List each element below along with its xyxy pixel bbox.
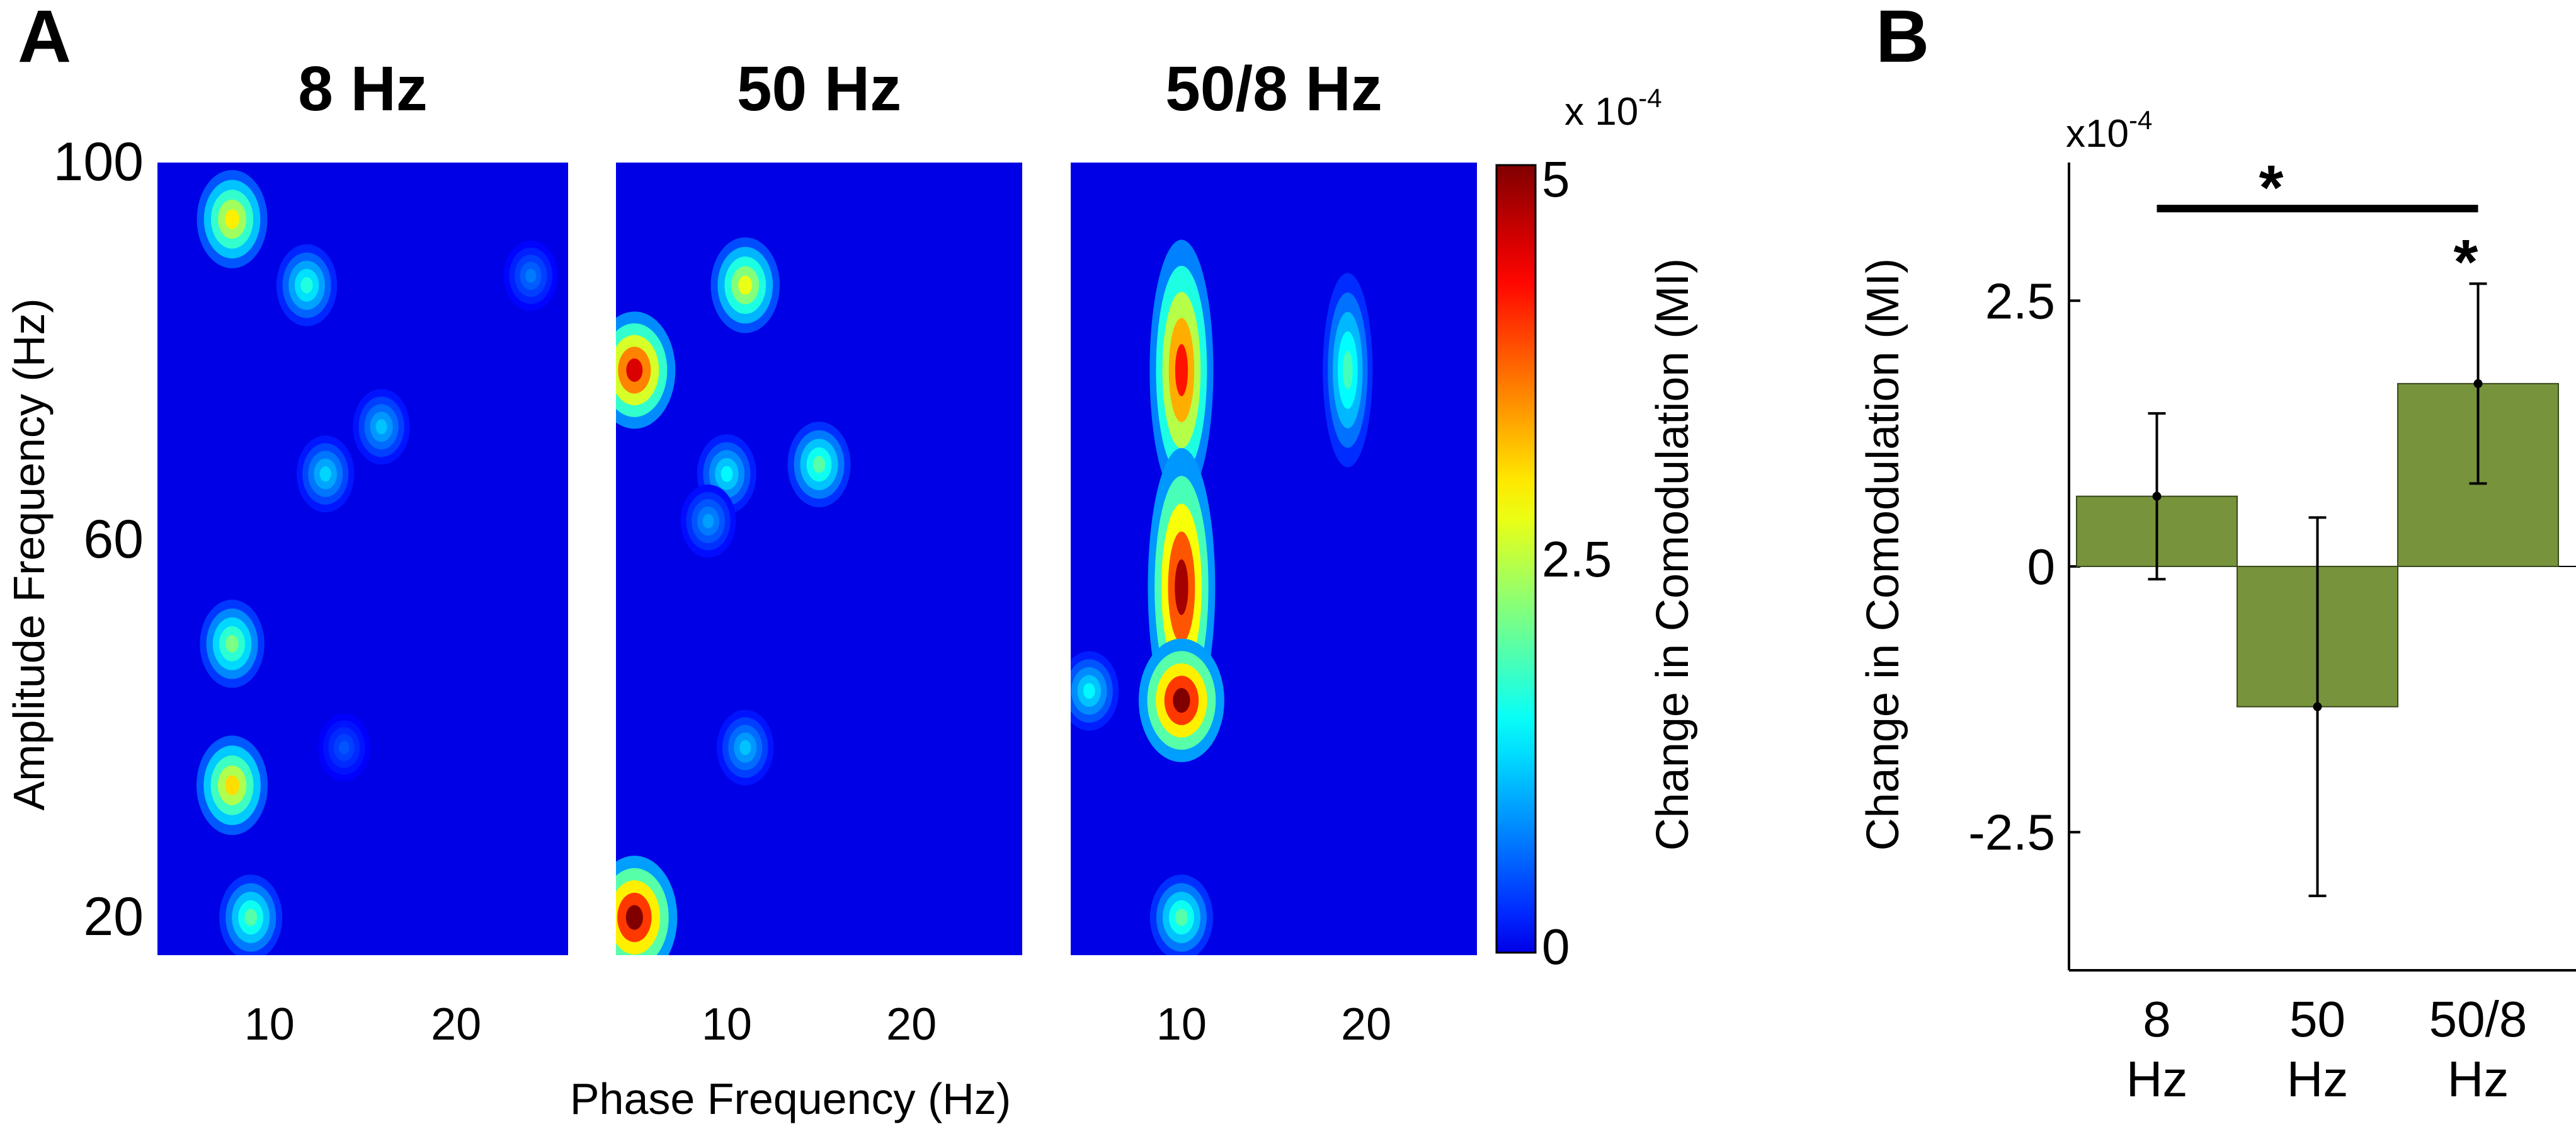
heatmap-background xyxy=(616,163,1022,955)
y-axis-title-b: Change in Comodulation (MI) xyxy=(1858,258,1908,851)
y-tick-label: 2.5 xyxy=(1985,273,2055,329)
x-axis-title-a: Phase Frequency (Hz) xyxy=(570,1074,1011,1123)
x-tick-label: 10 xyxy=(244,999,295,1050)
heatmap-panel-8hz: 8 Hz 10 20 100 60 20 xyxy=(54,54,568,1050)
heatmap-hotspot xyxy=(739,740,751,755)
x-tick-label: 50/8 xyxy=(2429,991,2528,1047)
colorbar-label: Change in Comodulation (MI) xyxy=(1648,258,1698,851)
heatmap-hotspot xyxy=(812,456,826,473)
mean-point xyxy=(2313,702,2322,711)
panel-b-letter: B xyxy=(1876,0,1929,78)
heatmap-title: 8 Hz xyxy=(298,54,428,124)
heatmap-hotspot xyxy=(702,513,714,529)
heatmap-hotspot xyxy=(738,275,753,295)
heatmap-hotspot xyxy=(1175,344,1188,396)
heatmap-hotspot xyxy=(1173,688,1190,713)
heatmap-hotspot xyxy=(525,268,537,283)
significance-star-bracket: * xyxy=(2259,152,2284,223)
heatmap-hotspot xyxy=(244,909,258,926)
y-tick-label: 0 xyxy=(2027,539,2056,595)
x-tick-label: 20 xyxy=(431,999,481,1050)
heatmap-hotspot xyxy=(625,905,643,930)
y-tick-label: 60 xyxy=(83,509,144,570)
heatmap-hotspot xyxy=(375,419,387,435)
heatmap-hotspot xyxy=(1175,909,1188,926)
x-tick-label: 20 xyxy=(886,999,937,1050)
x-tick-label: 10 xyxy=(1156,999,1207,1050)
heatmap-hotspot xyxy=(1342,350,1353,390)
colorbar-gradient xyxy=(1495,164,1537,954)
heatmap-hotspot xyxy=(1083,683,1095,699)
x-tick-label: 50 xyxy=(2289,991,2345,1047)
heatmap-hotspot xyxy=(225,775,239,796)
heatmap-background xyxy=(1071,163,1477,955)
y-tick-label: -2.5 xyxy=(1968,805,2055,861)
heatmap-hotspot xyxy=(1175,559,1188,616)
heatmap-hotspot xyxy=(225,209,239,229)
x-tick-label: 10 xyxy=(702,999,752,1050)
heatmap-hotspot xyxy=(300,277,313,294)
colorbar-tick-label: 0 xyxy=(1542,919,1570,975)
x-tick-label: 20 xyxy=(1341,999,1391,1050)
y-axis-title-a: Amplitude Frequency (Hz) xyxy=(4,298,54,810)
colorbar: x 10-4 5 2.5 0 Change in Comodulation (M… xyxy=(1495,83,1698,975)
panel-a-letter: A xyxy=(18,0,71,78)
heatmap-hotspot xyxy=(319,466,331,482)
x-tick-label: Hz xyxy=(2448,1051,2509,1107)
heatmap-panel-50-8hz: 50/8 Hz 10 20 xyxy=(1071,54,1477,1050)
y-tick-label: 100 xyxy=(54,132,144,192)
colorbar-tick-label: 5 xyxy=(1542,151,1570,207)
heatmap-title: 50 Hz xyxy=(737,54,901,124)
heatmap-panel-50hz: 50 Hz 10 20 xyxy=(616,54,1022,1050)
colorbar-tick-label: 2.5 xyxy=(1542,531,1612,587)
x-tick-label: Hz xyxy=(2126,1051,2188,1107)
heatmap-hotspot xyxy=(225,634,239,653)
mean-point xyxy=(2473,379,2483,388)
x-tick-label: 8 xyxy=(2143,991,2171,1047)
y-tick-label: 20 xyxy=(83,886,144,947)
significance-star-bar: * xyxy=(2454,227,2478,297)
heatmap-hotspot xyxy=(626,358,643,382)
heatmap-hotspot xyxy=(339,740,350,755)
heatmap-hotspot xyxy=(721,466,733,482)
heatmap-title: 50/8 Hz xyxy=(1165,54,1382,124)
x-tick-label: Hz xyxy=(2287,1051,2349,1107)
colorbar-exponent: x 10-4 xyxy=(1564,83,1662,134)
bar-exponent: x10-4 xyxy=(2066,105,2152,156)
mean-point xyxy=(2152,491,2162,501)
